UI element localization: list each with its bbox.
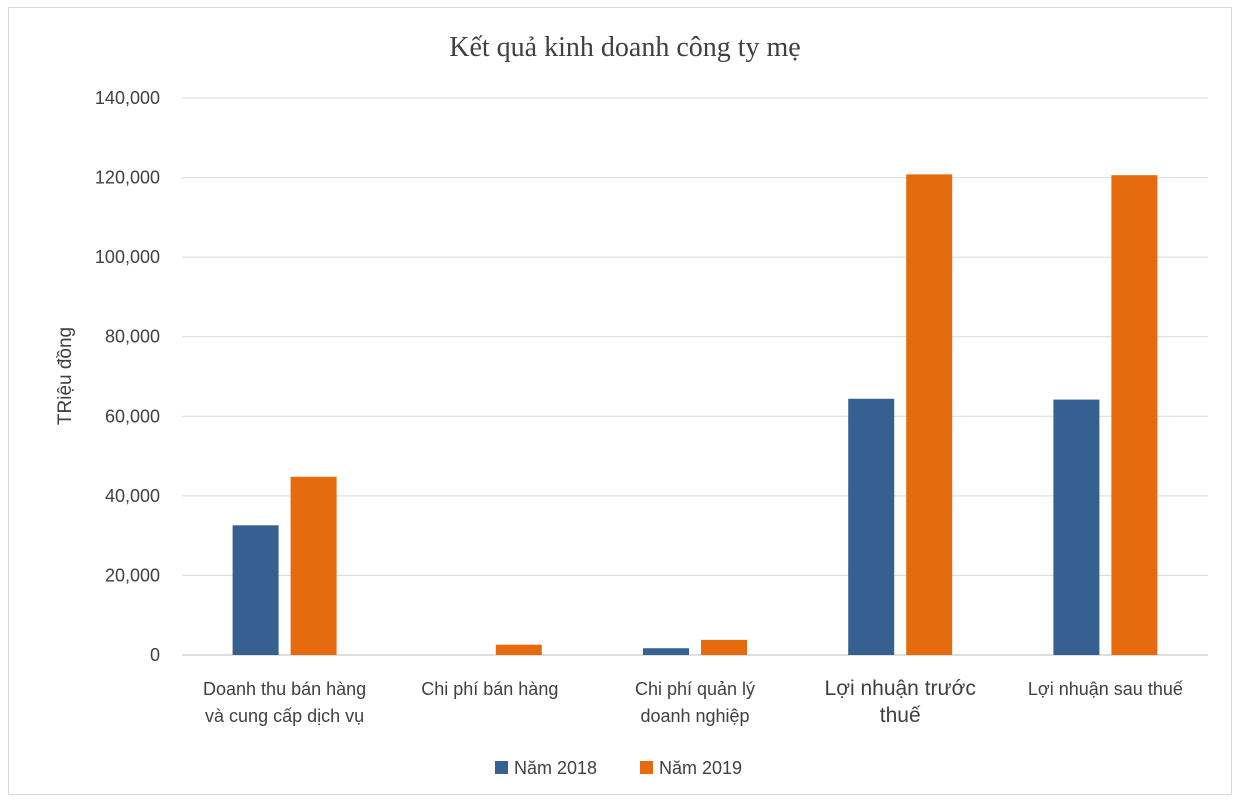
bar-2019-2 bbox=[701, 639, 747, 655]
bar-2019-1 bbox=[495, 644, 542, 655]
bar-2019-0 bbox=[290, 476, 337, 655]
bars bbox=[232, 174, 1158, 656]
y-tick-label: 40,000 bbox=[105, 486, 160, 506]
chart-frame bbox=[8, 7, 1232, 795]
y-tick-label: 120,000 bbox=[95, 168, 160, 188]
bar-2018-3 bbox=[848, 398, 895, 655]
legend-label: Năm 2019 bbox=[659, 758, 742, 778]
bar-2019-3 bbox=[906, 174, 953, 656]
legend-swatch bbox=[495, 761, 508, 774]
y-tick-label: 140,000 bbox=[95, 88, 160, 108]
chart-title: Kết quả kinh doanh công ty mẹ bbox=[449, 32, 800, 63]
y-tick-label: 60,000 bbox=[105, 406, 160, 426]
bar-2018-2 bbox=[643, 648, 689, 655]
bar-2018-0 bbox=[232, 525, 279, 655]
gridlines bbox=[182, 97, 1208, 656]
bar-2019-4 bbox=[1111, 175, 1158, 656]
legend-swatch bbox=[640, 761, 653, 774]
y-tick-label: 20,000 bbox=[105, 565, 160, 585]
x-tick-label: thuế bbox=[880, 704, 921, 727]
x-tick-label: Doanh thu bán hàng bbox=[203, 679, 366, 699]
y-tick-label: 0 bbox=[150, 645, 160, 665]
x-tick-label: Lợi nhuận trước bbox=[825, 677, 976, 700]
bar-2018-4 bbox=[1053, 399, 1100, 655]
x-tick-label: Lợi nhuận sau thuế bbox=[1028, 679, 1183, 699]
x-tick-label: và cung cấp dịch vụ bbox=[205, 706, 364, 726]
legend: Năm 2018 Năm 2019 bbox=[495, 758, 742, 778]
y-tick-label: 80,000 bbox=[105, 327, 160, 347]
x-tick-labels: Doanh thu bán hàng và cung cấp dịch vụ Chi… bbox=[203, 677, 1183, 727]
x-tick-label: doanh nghiệp bbox=[640, 706, 749, 726]
y-axis-label: TRiệu đồng bbox=[55, 327, 76, 425]
y-tick-label: 100,000 bbox=[95, 247, 160, 267]
x-tick-label: Chi phí quản lý bbox=[635, 679, 755, 699]
x-tick-label: Chi phí bán hàng bbox=[421, 679, 558, 699]
y-tick-labels: 0 20,000 40,000 60,000 80,000 100,000 120,000 1… bbox=[95, 88, 160, 665]
legend-label: Năm 2018 bbox=[514, 758, 597, 778]
